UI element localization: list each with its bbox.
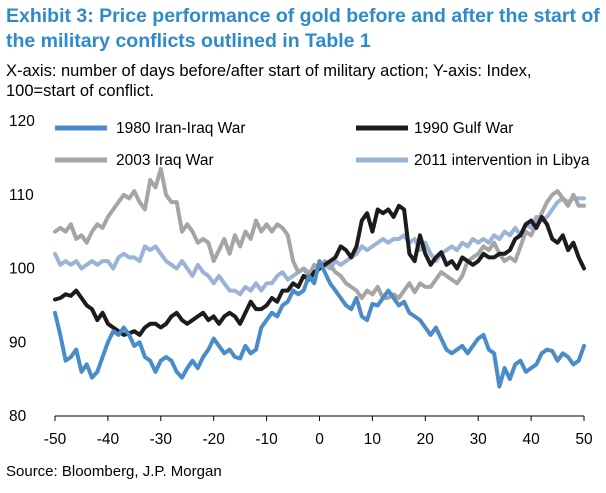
chart-title: Exhibit 3: Price performance of gold bef… bbox=[6, 5, 600, 52]
x-tick-label: -50 bbox=[44, 431, 67, 448]
x-tick-label: -10 bbox=[255, 431, 278, 448]
y-tick-label: 80 bbox=[9, 408, 27, 425]
legend-label: 2011 intervention in Libya bbox=[414, 152, 590, 169]
legend-label: 1980 Iran-Iraq War bbox=[116, 120, 246, 137]
y-tick-label: 120 bbox=[9, 113, 35, 130]
y-tick-label: 110 bbox=[9, 187, 34, 204]
x-tick-label: -40 bbox=[97, 431, 120, 448]
source-note: Source: Bloomberg, J.P. Morgan bbox=[6, 463, 222, 480]
x-tick-label: 40 bbox=[522, 431, 540, 448]
series-line-3 bbox=[53, 196, 586, 297]
x-tick-label: 10 bbox=[364, 431, 382, 448]
x-tick-label: -30 bbox=[150, 431, 173, 448]
y-tick-label: 100 bbox=[9, 261, 35, 278]
x-tick-label: -20 bbox=[202, 431, 225, 448]
legend-label: 1990 Gulf War bbox=[414, 120, 513, 137]
x-tick-label: 0 bbox=[315, 431, 324, 448]
series-line-0 bbox=[53, 259, 586, 389]
x-tick-label: 50 bbox=[575, 431, 593, 448]
x-tick-label: 30 bbox=[470, 431, 488, 448]
x-tick-label: 20 bbox=[417, 431, 435, 448]
legend-label: 2003 Iraq War bbox=[116, 152, 214, 169]
series-line-1 bbox=[53, 203, 586, 337]
chart-subtitle: X-axis: number of days before/after star… bbox=[6, 62, 532, 100]
y-tick-label: 90 bbox=[9, 334, 27, 351]
